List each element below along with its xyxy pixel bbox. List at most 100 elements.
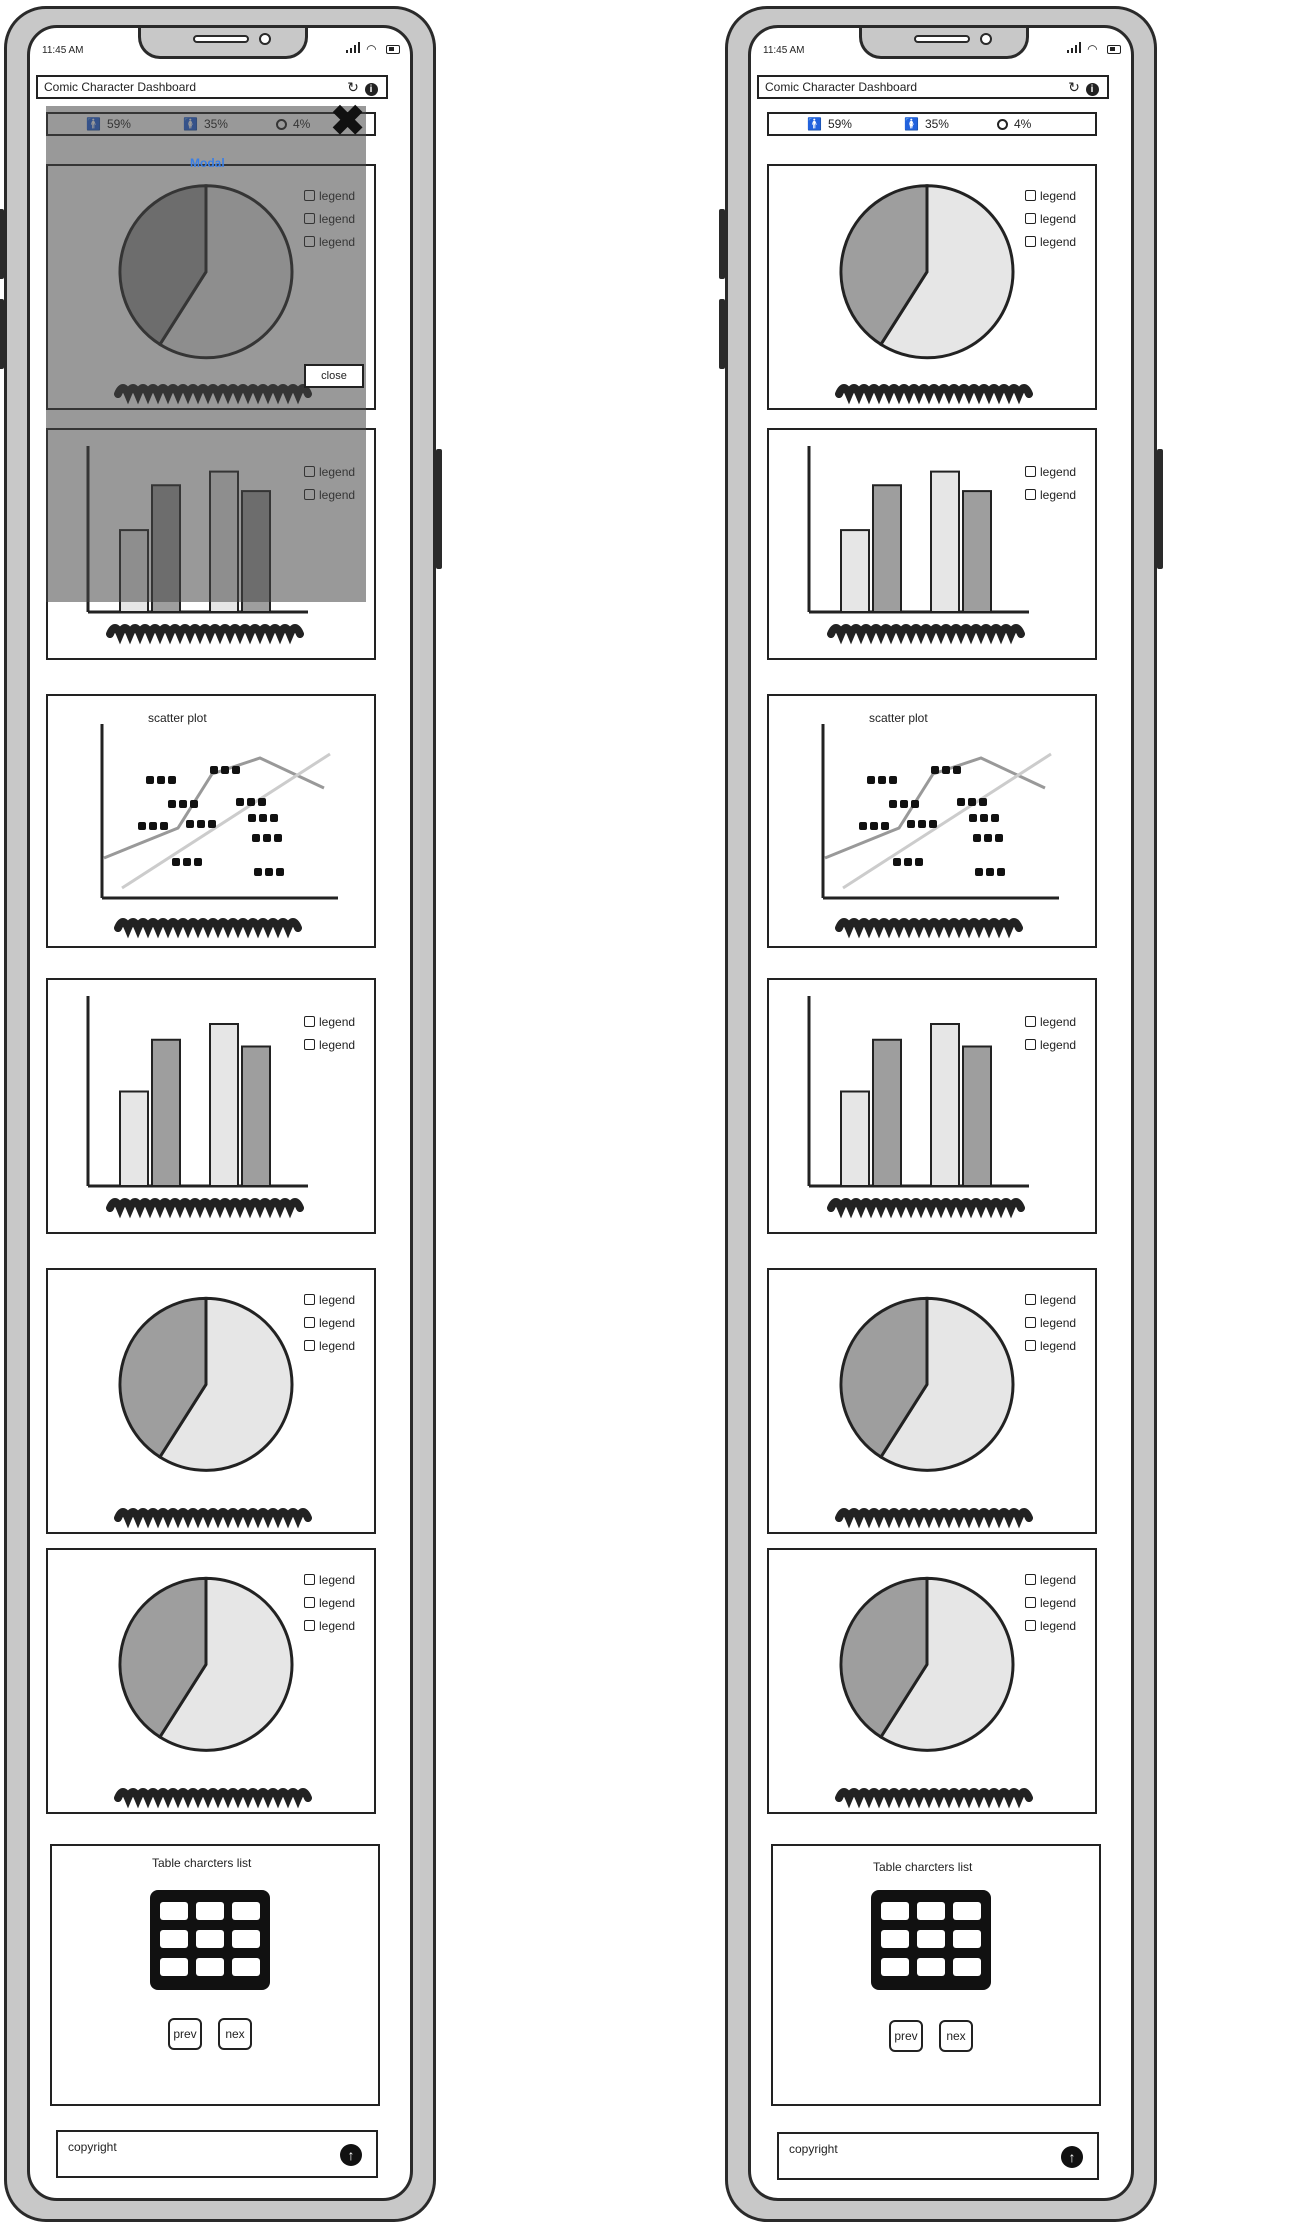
prev-button[interactable]: prev bbox=[168, 2018, 202, 2050]
legend-label: legend bbox=[319, 1595, 356, 1610]
status-icons: ◠ bbox=[345, 42, 400, 56]
scribble-caption bbox=[114, 918, 302, 939]
pie-chart-card: legend legend legend bbox=[767, 164, 1097, 410]
legend-label: legend bbox=[1040, 464, 1077, 479]
scatter-point bbox=[867, 776, 875, 784]
signal-icon bbox=[345, 42, 360, 53]
legend-label: legend bbox=[319, 1014, 356, 1029]
legend-item[interactable]: legend bbox=[1025, 483, 1076, 506]
checkbox[interactable] bbox=[1025, 1574, 1036, 1585]
bar bbox=[151, 1038, 181, 1187]
stat-value: 59% bbox=[827, 117, 852, 131]
scatter-point bbox=[232, 766, 240, 774]
stat-male: 🚹 59% bbox=[807, 117, 852, 131]
scribble-caption bbox=[835, 1508, 1033, 1529]
pie-slice bbox=[839, 1296, 929, 1460]
table-card: Table charcters list prev nex bbox=[50, 1844, 380, 2106]
scatter-point bbox=[194, 858, 202, 866]
pie-slice bbox=[839, 184, 929, 347]
checkbox[interactable] bbox=[1025, 1317, 1036, 1328]
info-icon-wrap[interactable]: i bbox=[1083, 79, 1101, 96]
volume-button bbox=[719, 299, 725, 369]
legend-item[interactable]: legend bbox=[304, 1334, 355, 1357]
close-button[interactable]: close bbox=[304, 364, 364, 388]
volume-button bbox=[0, 299, 4, 369]
checkbox[interactable] bbox=[304, 1317, 315, 1328]
legend-item[interactable]: legend bbox=[1025, 1288, 1076, 1311]
arrow-up-icon[interactable]: ↑ bbox=[1061, 2146, 1083, 2168]
legend-item[interactable]: legend bbox=[1025, 1311, 1076, 1334]
legend-item[interactable]: legend bbox=[1025, 1591, 1076, 1614]
legend-item[interactable]: legend bbox=[1025, 184, 1076, 207]
legend-item[interactable]: legend bbox=[1025, 1010, 1076, 1033]
modal-label: Modal bbox=[190, 156, 225, 170]
legend-item[interactable]: legend bbox=[1025, 460, 1076, 483]
checkbox[interactable] bbox=[304, 1016, 315, 1027]
scatter-point bbox=[149, 822, 157, 830]
legend-item[interactable]: legend bbox=[1025, 1614, 1076, 1637]
chart-svg: scatter plot bbox=[100, 711, 338, 939]
legend-item[interactable]: legend bbox=[1025, 1568, 1076, 1591]
legend-item[interactable]: legend bbox=[304, 1288, 355, 1311]
circle-icon bbox=[996, 118, 1008, 130]
legend-label: legend bbox=[1040, 1315, 1077, 1330]
checkbox[interactable] bbox=[1025, 489, 1036, 500]
scribble-caption bbox=[827, 1198, 1025, 1219]
checkbox[interactable] bbox=[304, 1574, 315, 1585]
scatter-point bbox=[911, 800, 919, 808]
legend-item[interactable]: legend bbox=[304, 1311, 355, 1334]
legend-label: legend bbox=[1040, 1572, 1077, 1587]
pie-slice bbox=[157, 1576, 294, 1752]
legend-item[interactable]: legend bbox=[304, 1033, 355, 1056]
checkbox[interactable] bbox=[1025, 236, 1036, 247]
speaker bbox=[193, 35, 249, 43]
scatter-point bbox=[168, 776, 176, 784]
checkbox[interactable] bbox=[304, 1620, 315, 1631]
checkbox[interactable] bbox=[1025, 466, 1036, 477]
pie-slice bbox=[839, 1576, 929, 1740]
prev-button[interactable]: prev bbox=[889, 2020, 923, 2052]
legend-item[interactable]: legend bbox=[304, 1010, 355, 1033]
volume-button bbox=[0, 209, 4, 279]
checkbox[interactable] bbox=[1025, 213, 1036, 224]
legend-label: legend bbox=[319, 1338, 356, 1353]
checkbox[interactable] bbox=[304, 1294, 315, 1305]
next-button[interactable]: nex bbox=[939, 2020, 973, 2052]
info-icon[interactable]: i bbox=[1085, 82, 1099, 96]
scatter-point bbox=[197, 820, 205, 828]
legend-item[interactable]: legend bbox=[304, 1614, 355, 1637]
legend-label: legend bbox=[319, 1572, 356, 1587]
checkbox[interactable] bbox=[1025, 1039, 1036, 1050]
checkbox[interactable] bbox=[1025, 1016, 1036, 1027]
phone-screen: 11:45 AM ◠ Comic Character Dashboard ↻ i… bbox=[27, 25, 413, 2201]
notch bbox=[859, 28, 1029, 59]
legend-item[interactable]: legend bbox=[304, 1591, 355, 1614]
checkbox[interactable] bbox=[1025, 1597, 1036, 1608]
legend-item[interactable]: legend bbox=[1025, 230, 1076, 253]
refresh-icon[interactable]: ↻ bbox=[1068, 78, 1080, 95]
scribble-caption bbox=[106, 624, 304, 645]
checkbox[interactable] bbox=[1025, 1620, 1036, 1631]
scatter-point bbox=[186, 820, 194, 828]
legend-item[interactable]: legend bbox=[1025, 1334, 1076, 1357]
legend-label: legend bbox=[1040, 188, 1077, 203]
scatter-point bbox=[270, 814, 278, 822]
next-button[interactable]: nex bbox=[218, 2018, 252, 2050]
close-icon[interactable]: ✖ bbox=[330, 97, 366, 144]
checkbox[interactable] bbox=[1025, 1340, 1036, 1351]
arrow-up-icon[interactable]: ↑ bbox=[340, 2144, 362, 2166]
legend-item[interactable]: legend bbox=[304, 1568, 355, 1591]
checkbox[interactable] bbox=[1025, 190, 1036, 201]
phone-screen: 11:45 AM ◠ Comic Character Dashboard ↻ i… bbox=[748, 25, 1134, 2201]
checkbox[interactable] bbox=[1025, 1294, 1036, 1305]
info-icon[interactable]: i bbox=[364, 82, 378, 96]
scatter-point bbox=[995, 834, 1003, 842]
info-icon-wrap[interactable]: i bbox=[362, 79, 380, 96]
checkbox[interactable] bbox=[304, 1340, 315, 1351]
scatter-point bbox=[969, 814, 977, 822]
legend-item[interactable]: legend bbox=[1025, 207, 1076, 230]
refresh-icon[interactable]: ↻ bbox=[347, 78, 359, 95]
checkbox[interactable] bbox=[304, 1597, 315, 1608]
legend-item[interactable]: legend bbox=[1025, 1033, 1076, 1056]
checkbox[interactable] bbox=[304, 1039, 315, 1050]
